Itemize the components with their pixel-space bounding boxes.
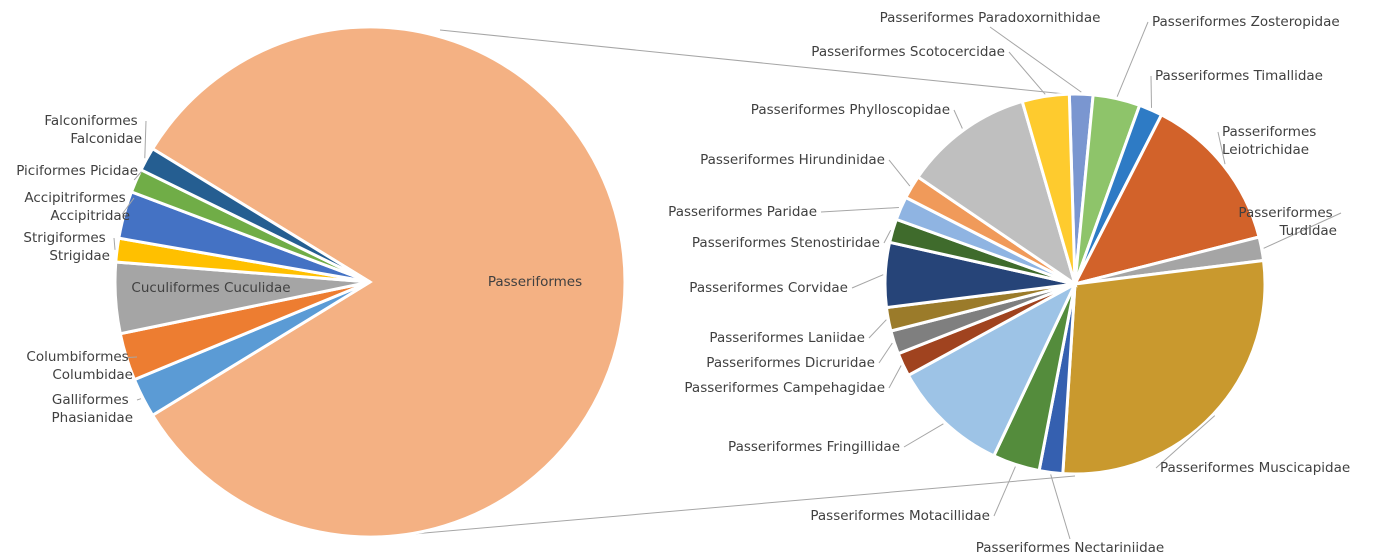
slice-label: Passeriformes Laniidae (709, 330, 865, 346)
leader-line (883, 229, 892, 244)
slice-label: Cuculiformes Cuculidae (131, 280, 290, 296)
pie-slice (906, 280, 1079, 458)
leader-line (989, 26, 1082, 93)
leader-line (1116, 21, 1149, 97)
leader-line (878, 342, 893, 364)
slice-label: Passeriformes Paradoxornithidae (880, 10, 1101, 26)
slice-label: Passeriformes Motacillidae (810, 508, 990, 524)
slice-label: Passeriformes Zosteropidae (1152, 14, 1340, 30)
slice-label: Columbiformes Columbidae (26, 349, 133, 383)
leader-line (1155, 415, 1216, 469)
slice-label: Galliformes Phasianidae (52, 392, 133, 426)
slice-label: Passeriformes Corvidae (689, 280, 848, 296)
pie-slice (1061, 258, 1267, 476)
slice-label: Strigiformes Strigidae (23, 230, 110, 264)
leader-line (903, 423, 944, 448)
leader-line (136, 398, 142, 401)
slice-label: Passeriformes Paridae (668, 204, 817, 220)
pie-slice (1072, 112, 1261, 287)
slice-label: Passeriformes Muscicapidae (1160, 460, 1350, 476)
leader-line (1150, 75, 1153, 108)
leader-line (851, 274, 884, 289)
slice-label: Passeriformes Hirundinidae (700, 152, 885, 168)
slice-label: Passeriformes Dicruridae (706, 355, 875, 371)
slice-label: Passeriformes Turdidae (1238, 205, 1337, 239)
leader-line (121, 197, 135, 215)
connector (389, 475, 1076, 537)
slice-label: Passeriformes Scotocercidae (811, 44, 1005, 60)
slice-label: Passeriformes Fringillidae (728, 439, 900, 455)
leader-line (888, 365, 902, 389)
slice-label: Passeriformes Nectariniidae (976, 540, 1165, 556)
leader-line (144, 120, 147, 159)
slice-label: Passeriformes Leiotrichidae (1222, 124, 1321, 158)
slice-label: Passeriformes Timallidae (1155, 68, 1323, 84)
pie-slice (1020, 92, 1077, 285)
pie-slice (915, 99, 1078, 288)
leader-line (993, 466, 1016, 517)
leader-line (1050, 474, 1071, 540)
leader-line (888, 159, 911, 187)
slice-label: Falconiformes Falconidae (44, 113, 142, 147)
leader-line (868, 319, 887, 339)
slice-label: Piciformes Picidae (16, 163, 138, 179)
slice-label: Accipitriformes Accipitridae (24, 190, 130, 224)
leader-line (1217, 131, 1226, 165)
leader-line (820, 206, 899, 213)
pie-slice (150, 25, 627, 539)
leader-line (953, 109, 963, 129)
leader-line (1008, 51, 1046, 95)
slice-label: Passeriformes Stenostiridae (692, 235, 880, 251)
leader-line (113, 237, 116, 250)
connector (439, 29, 1076, 96)
slice-label: Passeriformes (488, 274, 582, 290)
leader-line (1263, 212, 1342, 249)
pie-slice (138, 146, 371, 284)
leader-line (133, 170, 143, 181)
slice-label: Passeriformes Phylloscopidae (751, 102, 950, 118)
slice-label: Passeriformes Campehagidae (684, 380, 885, 396)
leader-line (124, 356, 138, 359)
